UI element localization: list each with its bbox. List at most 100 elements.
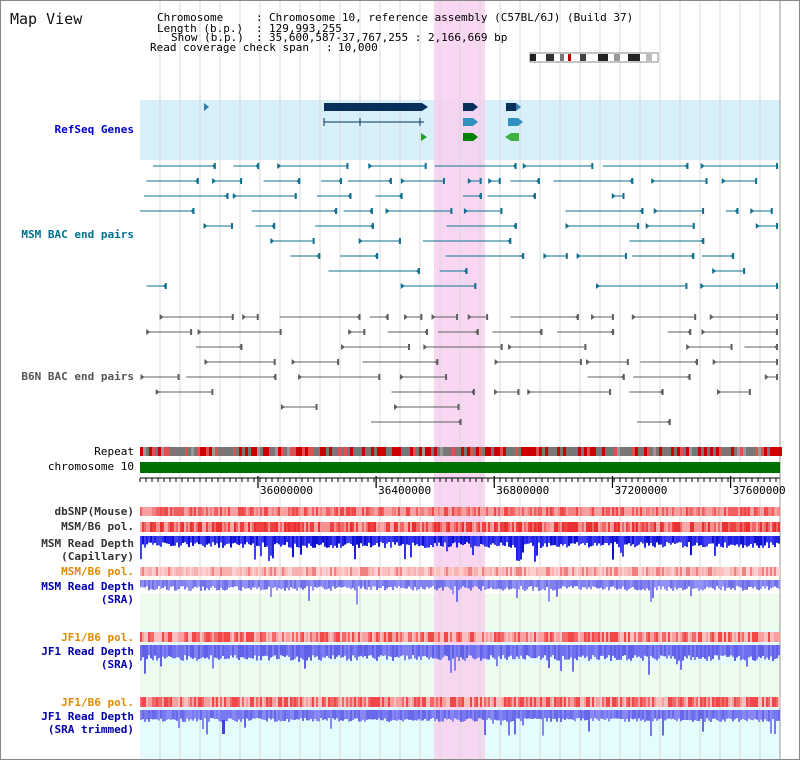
info-sep-3: : (256, 31, 263, 44)
msm-depth-sra-bar (294, 580, 296, 589)
jf1-depth-trimmed-bar (204, 710, 206, 719)
dbsnp-segment (198, 507, 200, 516)
ideogram-band (580, 54, 586, 61)
jf1-pol-trimmed-segment (558, 697, 560, 707)
msm-depth-cap-bar (662, 536, 664, 548)
jf1-depth-trimmed-bar (674, 710, 676, 720)
msm-pol-segment (148, 522, 150, 532)
msm-depth-sra-bar (572, 580, 574, 589)
msm-depth-sra-bar (266, 580, 268, 590)
dbsnp-segment (180, 507, 182, 516)
bac-end-marker (626, 359, 629, 365)
msm-pol-sra-segment (230, 567, 232, 576)
msm-pol-sra-segment (644, 567, 646, 576)
jf1-depth-bar (626, 645, 628, 661)
msm-pol-segment (476, 522, 478, 532)
jf1-pol-trimmed-segment (752, 697, 754, 707)
msm-pol-sra-segment (544, 567, 546, 576)
msm-pol-segment (682, 522, 684, 532)
msm-pol-segment (734, 522, 736, 532)
jf1-depth-trimmed-bar (296, 710, 298, 720)
dbsnp-segment (350, 507, 352, 516)
jf1-depth-trimmed-bar (426, 710, 428, 721)
jf1-depth-trimmed-bar (456, 710, 458, 720)
msm-depth-sra-bar (176, 580, 178, 591)
jf1-depth-bar (474, 645, 476, 660)
jf1-depth-trimmed-bar (500, 710, 502, 726)
jf1-pol-segment (712, 632, 714, 642)
msm-depth-sra-bar (272, 580, 274, 589)
dbsnp-segment (662, 507, 664, 516)
msm-depth-sra-bar (500, 580, 502, 590)
repeat-segment (668, 447, 671, 456)
msm-depth-sra-bar (234, 580, 236, 587)
msm-depth-sra-bar (598, 580, 600, 589)
msm-pol-sra-segment (440, 567, 442, 576)
msm-pol-sra-segment (600, 567, 602, 576)
msm-depth-sra-bar (168, 580, 170, 591)
bac-end-marker (494, 359, 499, 365)
jf1-pol-trimmed-segment (634, 697, 636, 707)
jf1-pol-trimmed-segment (368, 697, 370, 707)
jf1-depth-trimmed-bar (342, 710, 344, 721)
jf1-depth-bar (660, 645, 662, 656)
jf1-pol-trimmed-segment (332, 697, 334, 707)
msm-depth-cap-label-2: (Capillary) (61, 550, 134, 563)
jf1-pol-segment (552, 632, 554, 642)
msm-depth-sra-bar (626, 580, 628, 591)
jf1-pol-segment (726, 632, 728, 642)
dbsnp-segment (154, 507, 156, 516)
msm-pol-segment (310, 522, 312, 532)
repeat-segment (494, 447, 497, 456)
msm-pol-segment (568, 522, 570, 532)
jf1-pol-segment (696, 632, 698, 642)
bac-end-marker (586, 359, 591, 365)
repeat-segment (350, 447, 353, 456)
msm-depth-cap-bar (764, 536, 766, 546)
repeat-segment (641, 447, 644, 456)
msm-pol-segment (326, 522, 328, 532)
msm-depth-sra-bar (584, 580, 586, 588)
msm-pol-sra-segment (182, 567, 184, 576)
jf1-depth-trimmed-bar (770, 710, 772, 734)
jf1-pol-trimmed-segment (492, 697, 494, 707)
bac-end-marker (584, 344, 587, 350)
dbsnp-segment (414, 507, 416, 516)
msm-depth-sra-bar (530, 580, 532, 587)
msm-depth-sra-bar (640, 580, 642, 591)
jf1-depth-bar (396, 645, 398, 657)
msm-depth-cap-bar (610, 536, 612, 544)
msm-pol-segment (302, 522, 304, 532)
bac-end-marker (695, 359, 698, 365)
msm-pol-segment (458, 522, 460, 532)
msm-pol-sra-segment (720, 567, 722, 576)
jf1-depth-bar (376, 645, 378, 661)
msm-depth-sra-bar (446, 580, 448, 587)
msm-depth-cap-bar (644, 536, 646, 548)
jf1-depth-bar (736, 645, 738, 658)
msm-depth-sra-bar (340, 580, 342, 588)
msm-pol-sra-segment (686, 567, 688, 576)
msm-depth-sra-bar (632, 580, 634, 587)
msm-pol-segment (722, 522, 724, 532)
dbsnp-segment (174, 507, 176, 516)
msm-pol-segment (218, 522, 220, 532)
repeat-segment (746, 447, 749, 456)
msm-depth-sra-bar (748, 580, 750, 588)
bac-end-marker (517, 389, 520, 395)
jf1-depth-trimmed-bar (570, 710, 572, 720)
msm-pol-segment (324, 522, 326, 532)
dbsnp-segment (306, 507, 308, 516)
msm-depth-cap-bar (150, 536, 152, 543)
msm-depth-sra-bar (284, 580, 286, 591)
repeat-segment (185, 447, 188, 456)
bac-end-marker (494, 389, 499, 395)
jf1-depth-bar (374, 645, 376, 660)
jf1-pol-trimmed-segment (346, 697, 348, 707)
msm-depth-cap-bar (702, 536, 704, 547)
jf1-depth-bar (672, 645, 674, 657)
msm-pol-sra-segment (552, 567, 554, 576)
msm-pol-segment (526, 522, 528, 532)
msm-depth-cap-bar (658, 536, 660, 545)
jf1-depth-bar (494, 645, 496, 660)
